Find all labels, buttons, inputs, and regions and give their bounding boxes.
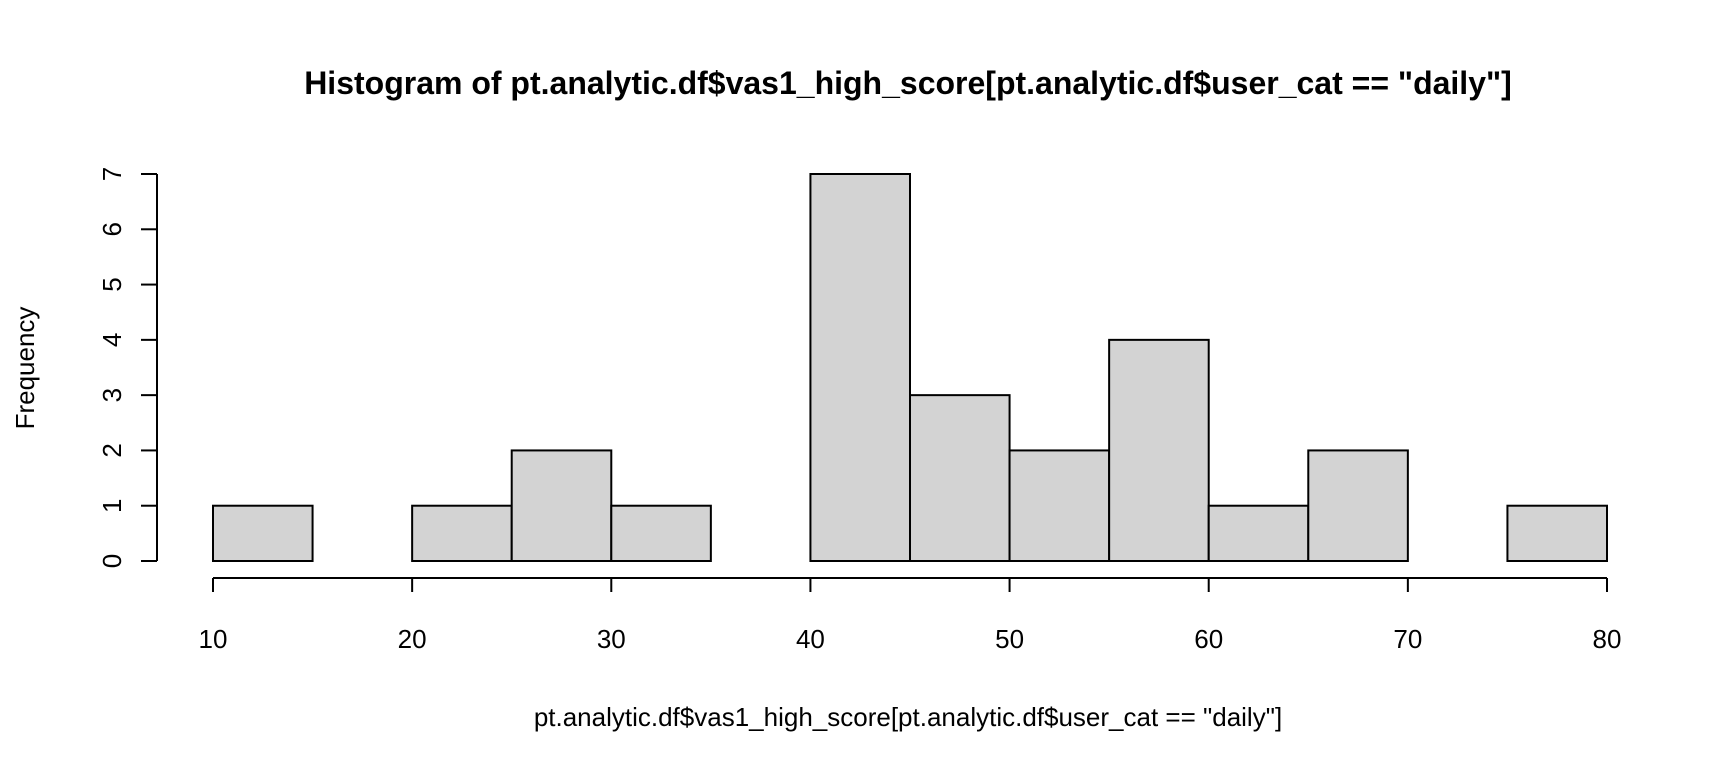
x-tick-label: 20: [398, 624, 427, 654]
x-tick-label: 50: [995, 624, 1024, 654]
histogram-bar: [1506, 504, 1609, 563]
histogram-bar: [411, 504, 513, 563]
histogram-bar: [1207, 504, 1310, 563]
x-tick-label: 40: [796, 624, 825, 654]
histogram-bar: [1108, 338, 1210, 562]
y-axis: 0 1 2 3 4 5 6 7: [97, 167, 158, 568]
x-axis: 10 20 30 40 50 60 70 80: [199, 577, 1622, 654]
histogram-bar: [1008, 449, 1111, 562]
y-tick-label: 1: [97, 498, 127, 512]
x-tick-label: 30: [597, 624, 626, 654]
y-tick-label: 0: [97, 554, 127, 568]
y-tick-label: 5: [97, 277, 127, 291]
x-axis-label: pt.analytic.df$vas1_high_score[pt.analyt…: [534, 702, 1282, 732]
bars-group: [212, 173, 1609, 563]
histogram-bar: [212, 504, 314, 563]
histogram-bar: [809, 173, 912, 562]
x-tick-label: 10: [199, 624, 228, 654]
x-tick-label: 70: [1393, 624, 1422, 654]
y-tick-label: 2: [97, 443, 127, 457]
y-tick-label: 6: [97, 222, 127, 236]
y-tick-label: 4: [97, 333, 127, 347]
y-tick-label: 7: [97, 167, 127, 181]
x-tick-label: 80: [1593, 624, 1622, 654]
chart-title: Histogram of pt.analytic.df$vas1_high_sc…: [304, 65, 1512, 101]
y-tick-label: 3: [97, 388, 127, 402]
histogram-bar: [1307, 449, 1409, 562]
histogram-bar: [510, 449, 613, 562]
histogram-bar: [610, 504, 712, 563]
histogram-bar: [909, 394, 1011, 562]
y-axis-label: Frequency: [10, 307, 40, 430]
x-tick-label: 60: [1194, 624, 1223, 654]
